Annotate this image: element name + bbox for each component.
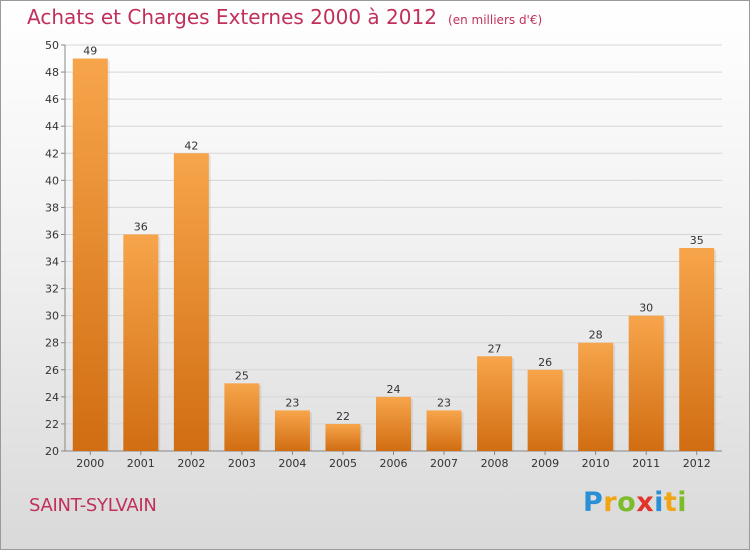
bar: [123, 234, 159, 451]
x-tick-label: 2010: [582, 457, 610, 470]
bar: [274, 410, 310, 451]
brand-letter: i: [654, 487, 664, 518]
bar: [224, 383, 260, 451]
y-tick-label: 24: [45, 391, 59, 404]
bar: [578, 342, 614, 451]
y-tick-label: 30: [45, 310, 59, 323]
y-tick-label: 26: [45, 364, 59, 377]
data-label: 36: [134, 220, 148, 233]
brand-letter: i: [677, 487, 688, 518]
brand-letter: P: [583, 487, 604, 518]
y-tick-label: 42: [45, 147, 59, 160]
data-label: 25: [235, 369, 249, 382]
y-tick-label: 22: [45, 418, 59, 431]
data-label: 28: [589, 329, 603, 342]
bar: [376, 396, 411, 451]
y-tick-label: 44: [45, 120, 59, 133]
y-tick-label: 50: [45, 39, 59, 52]
x-tick-label: 2005: [329, 457, 357, 470]
bar: [72, 58, 108, 452]
data-label: 23: [285, 396, 299, 409]
y-tick-label: 36: [45, 228, 59, 241]
data-label: 42: [184, 139, 198, 152]
bar: [426, 410, 462, 451]
data-label: 26: [538, 356, 552, 369]
data-label: 23: [437, 396, 451, 409]
y-tick-label: 34: [45, 256, 59, 269]
y-tick-label: 46: [45, 93, 59, 106]
data-label: 24: [387, 383, 401, 396]
y-tick-label: 32: [45, 283, 59, 296]
bar: [527, 369, 563, 451]
y-tick-label: 48: [45, 66, 59, 79]
bar: [477, 356, 513, 451]
bar: [628, 315, 664, 451]
x-tick-label: 2003: [228, 457, 256, 470]
title-row: Achats et Charges Externes 2000 à 2012 (…: [27, 5, 542, 29]
proxiti-logo: Proxiti: [583, 487, 687, 518]
brand-letter: x: [636, 487, 655, 518]
bar: [173, 153, 209, 451]
x-tick-label: 2011: [632, 457, 660, 470]
y-tick-label: 38: [45, 201, 59, 214]
data-label: 49: [83, 45, 97, 58]
data-label: 27: [488, 342, 502, 355]
data-label: 22: [336, 410, 350, 423]
brand-letter: t: [663, 487, 678, 518]
x-tick-label: 2002: [177, 457, 205, 470]
x-tick-label: 2007: [430, 457, 458, 470]
x-tick-label: 2012: [683, 457, 711, 470]
data-label: 30: [639, 302, 653, 315]
x-tick-label: 2001: [127, 457, 155, 470]
chart-title: Achats et Charges Externes 2000 à 2012: [27, 5, 437, 29]
commune-name: SAINT-SYLVAIN: [29, 495, 157, 516]
data-label: 35: [690, 234, 704, 247]
x-tick-label: 2008: [481, 457, 509, 470]
x-tick-label: 2006: [380, 457, 408, 470]
chart-unit: (en milliers d'€): [448, 13, 543, 27]
y-tick-label: 28: [45, 337, 59, 350]
brand-letter: o: [617, 487, 637, 518]
brand-letter: r: [603, 487, 618, 518]
bar: [679, 248, 715, 451]
x-tick-label: 2004: [278, 457, 306, 470]
y-tick-label: 40: [45, 174, 59, 187]
x-tick-label: 2009: [531, 457, 559, 470]
y-tick-label: 20: [45, 445, 59, 458]
x-tick-label: 2000: [76, 457, 104, 470]
bar: [325, 423, 361, 451]
